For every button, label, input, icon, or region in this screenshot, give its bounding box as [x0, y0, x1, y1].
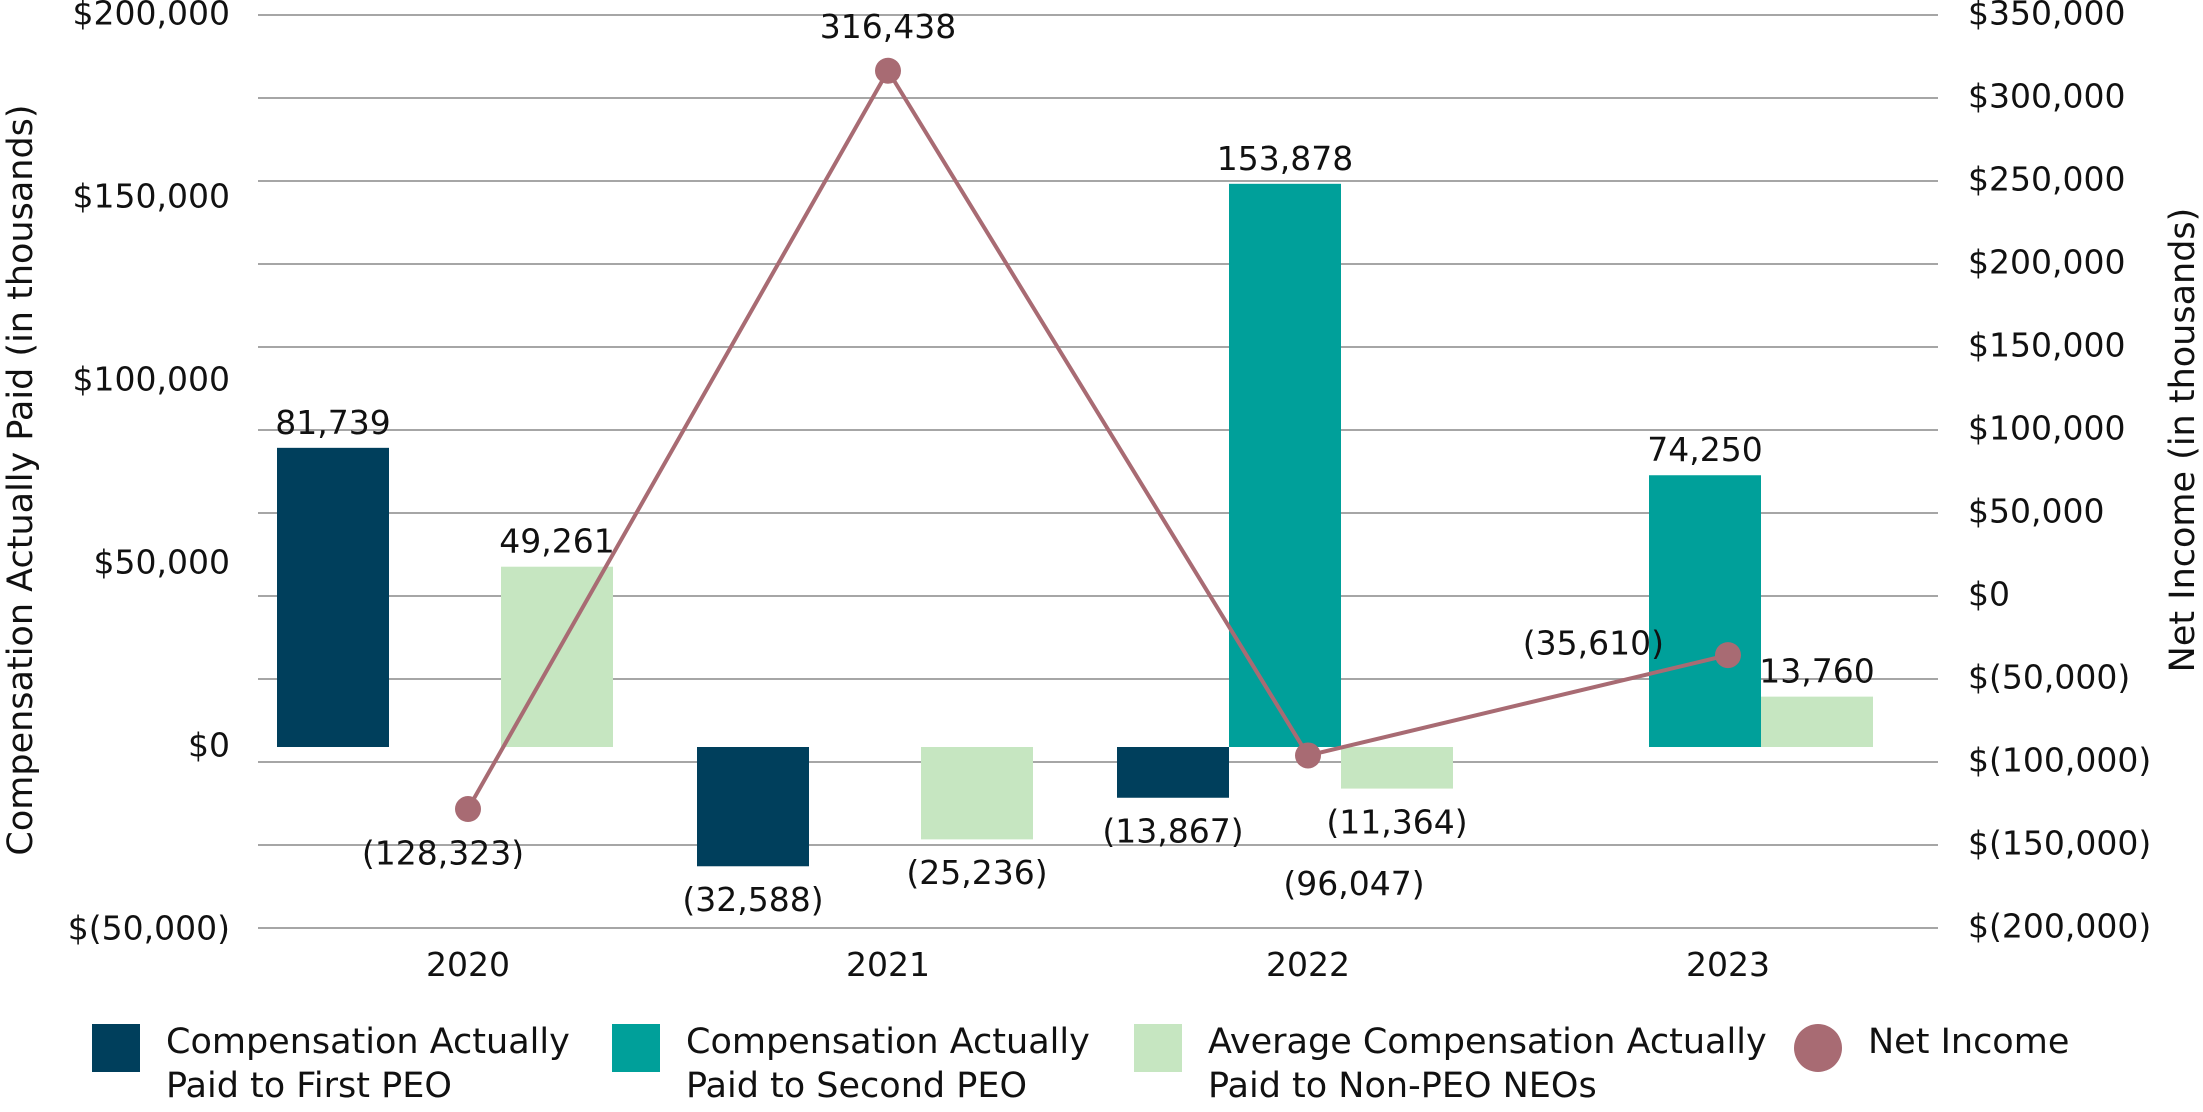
right-tick-label: $50,000: [1968, 492, 2104, 531]
legend-label-net-income: Net Income: [1868, 1020, 2069, 1064]
right-tick-label: $300,000: [1968, 77, 2125, 116]
category-label: 2021: [846, 945, 930, 984]
legend-circle-icon: [1794, 1024, 1842, 1072]
net-income-label: 316,438: [820, 7, 956, 46]
legend-swatch-first-peo: [92, 1024, 140, 1072]
right-tick-label: $150,000: [1968, 326, 2125, 365]
bar: [277, 447, 389, 747]
gridlines: [258, 14, 1938, 929]
legend-item-second-peo: Compensation Actually Paid to Second PEO: [612, 1020, 1090, 1108]
right-tick-label: $0: [1968, 575, 2010, 614]
legend-item-non-peo-neos: Average Compensation Actually Paid to No…: [1134, 1020, 1767, 1108]
legend-line-2: Paid to First PEO: [166, 1066, 452, 1106]
left-tick-label: $200,000: [73, 0, 230, 33]
left-tick-label: $(50,000): [68, 909, 230, 948]
net-income-label: (96,047): [1283, 864, 1424, 903]
bar-data-label: 13,760: [1759, 652, 1874, 691]
left-axis-title: Compensation Actually Paid (in thousands…: [1, 104, 41, 855]
bar-data-label: (13,867): [1102, 812, 1243, 851]
legend-item-net-income: Net Income: [1794, 1020, 2069, 1072]
category-label: 2022: [1266, 945, 1350, 984]
bar: [921, 747, 1033, 840]
bar-data-label: (32,588): [682, 880, 823, 919]
net-income-line: (128,323) 316,438 (96,047) (35,610): [362, 7, 1741, 903]
left-tick-label: $50,000: [94, 543, 230, 582]
legend-line-1: Compensation Actually: [166, 1022, 570, 1062]
net-income-label: (35,610): [1523, 624, 1664, 663]
category-label: 2023: [1686, 945, 1770, 984]
legend-line-2: Paid to Second PEO: [686, 1066, 1028, 1106]
right-tick-label: $(100,000): [1968, 741, 2151, 780]
net-income-point: [1715, 642, 1741, 669]
legend-item-first-peo: Compensation Actually Paid to First PEO: [92, 1020, 570, 1108]
category-label: 2020: [426, 945, 510, 984]
legend-swatch-second-peo: [612, 1024, 660, 1072]
right-axis-title: Net Income (in thousands): [2163, 208, 2203, 673]
legend-swatch-non-peo-neos: [1134, 1024, 1182, 1072]
net-income-point: [875, 57, 901, 84]
legend-label-non-peo-neos: Average Compensation Actually Paid to No…: [1208, 1020, 1767, 1108]
left-tick-label: $150,000: [73, 177, 230, 216]
bar-data-label: 81,739: [275, 403, 390, 442]
right-tick-label: $250,000: [1968, 160, 2125, 199]
right-tick-label: $100,000: [1968, 409, 2125, 448]
net-income-polyline: [466, 66, 1729, 811]
right-tick-label: $(150,000): [1968, 824, 2151, 863]
net-income-point: [455, 796, 481, 823]
right-axis-ticks: $(200,000) $(150,000) $(100,000) $(50,000) $…: [1968, 0, 2151, 946]
right-tick-label: $350,000: [1968, 0, 2125, 33]
combo-bar-line-chart: $(50,000) $0 $50,000 $100,000 $150,000 $200,0…: [1, 0, 2203, 984]
bar-data-label: (25,236): [906, 853, 1047, 892]
bar-data-label: 74,250: [1647, 430, 1762, 469]
bar-data-label: (11,364): [1326, 802, 1467, 841]
bar: [1761, 696, 1873, 747]
legend: Compensation Actually Paid to First PEO …: [0, 1020, 2203, 1112]
bar-series: 81,739 (32,588) (13,867) 153,878 74,250 49,26…: [275, 139, 1874, 919]
net-income-label: (128,323): [362, 834, 524, 873]
legend-label-first-peo: Compensation Actually Paid to First PEO: [166, 1020, 570, 1108]
bar: [1341, 747, 1453, 789]
bar-data-label: 49,261: [499, 522, 614, 561]
legend-line-1: Compensation Actually: [686, 1022, 1090, 1062]
left-tick-label: $0: [188, 726, 230, 765]
bar: [1649, 475, 1761, 747]
right-tick-label: $200,000: [1968, 243, 2125, 282]
category-axis: 2020 2021 2022 2023: [426, 945, 1770, 984]
bar: [697, 747, 809, 867]
right-tick-label: $(50,000): [1968, 658, 2130, 697]
bar-data-label: 153,878: [1217, 139, 1353, 178]
bar: [1117, 747, 1229, 798]
legend-line-1: Average Compensation Actually: [1208, 1022, 1767, 1062]
right-tick-label: $(200,000): [1968, 907, 2151, 946]
legend-line-2: Paid to Non-PEO NEOs: [1208, 1066, 1597, 1106]
left-axis-ticks: $(50,000) $0 $50,000 $100,000 $150,000 $200,0…: [68, 0, 230, 948]
bar: [1229, 183, 1341, 747]
legend-line-1: Net Income: [1868, 1022, 2070, 1062]
legend-label-second-peo: Compensation Actually Paid to Second PEO: [686, 1020, 1090, 1108]
net-income-point: [1295, 742, 1321, 769]
left-tick-label: $100,000: [73, 360, 230, 399]
